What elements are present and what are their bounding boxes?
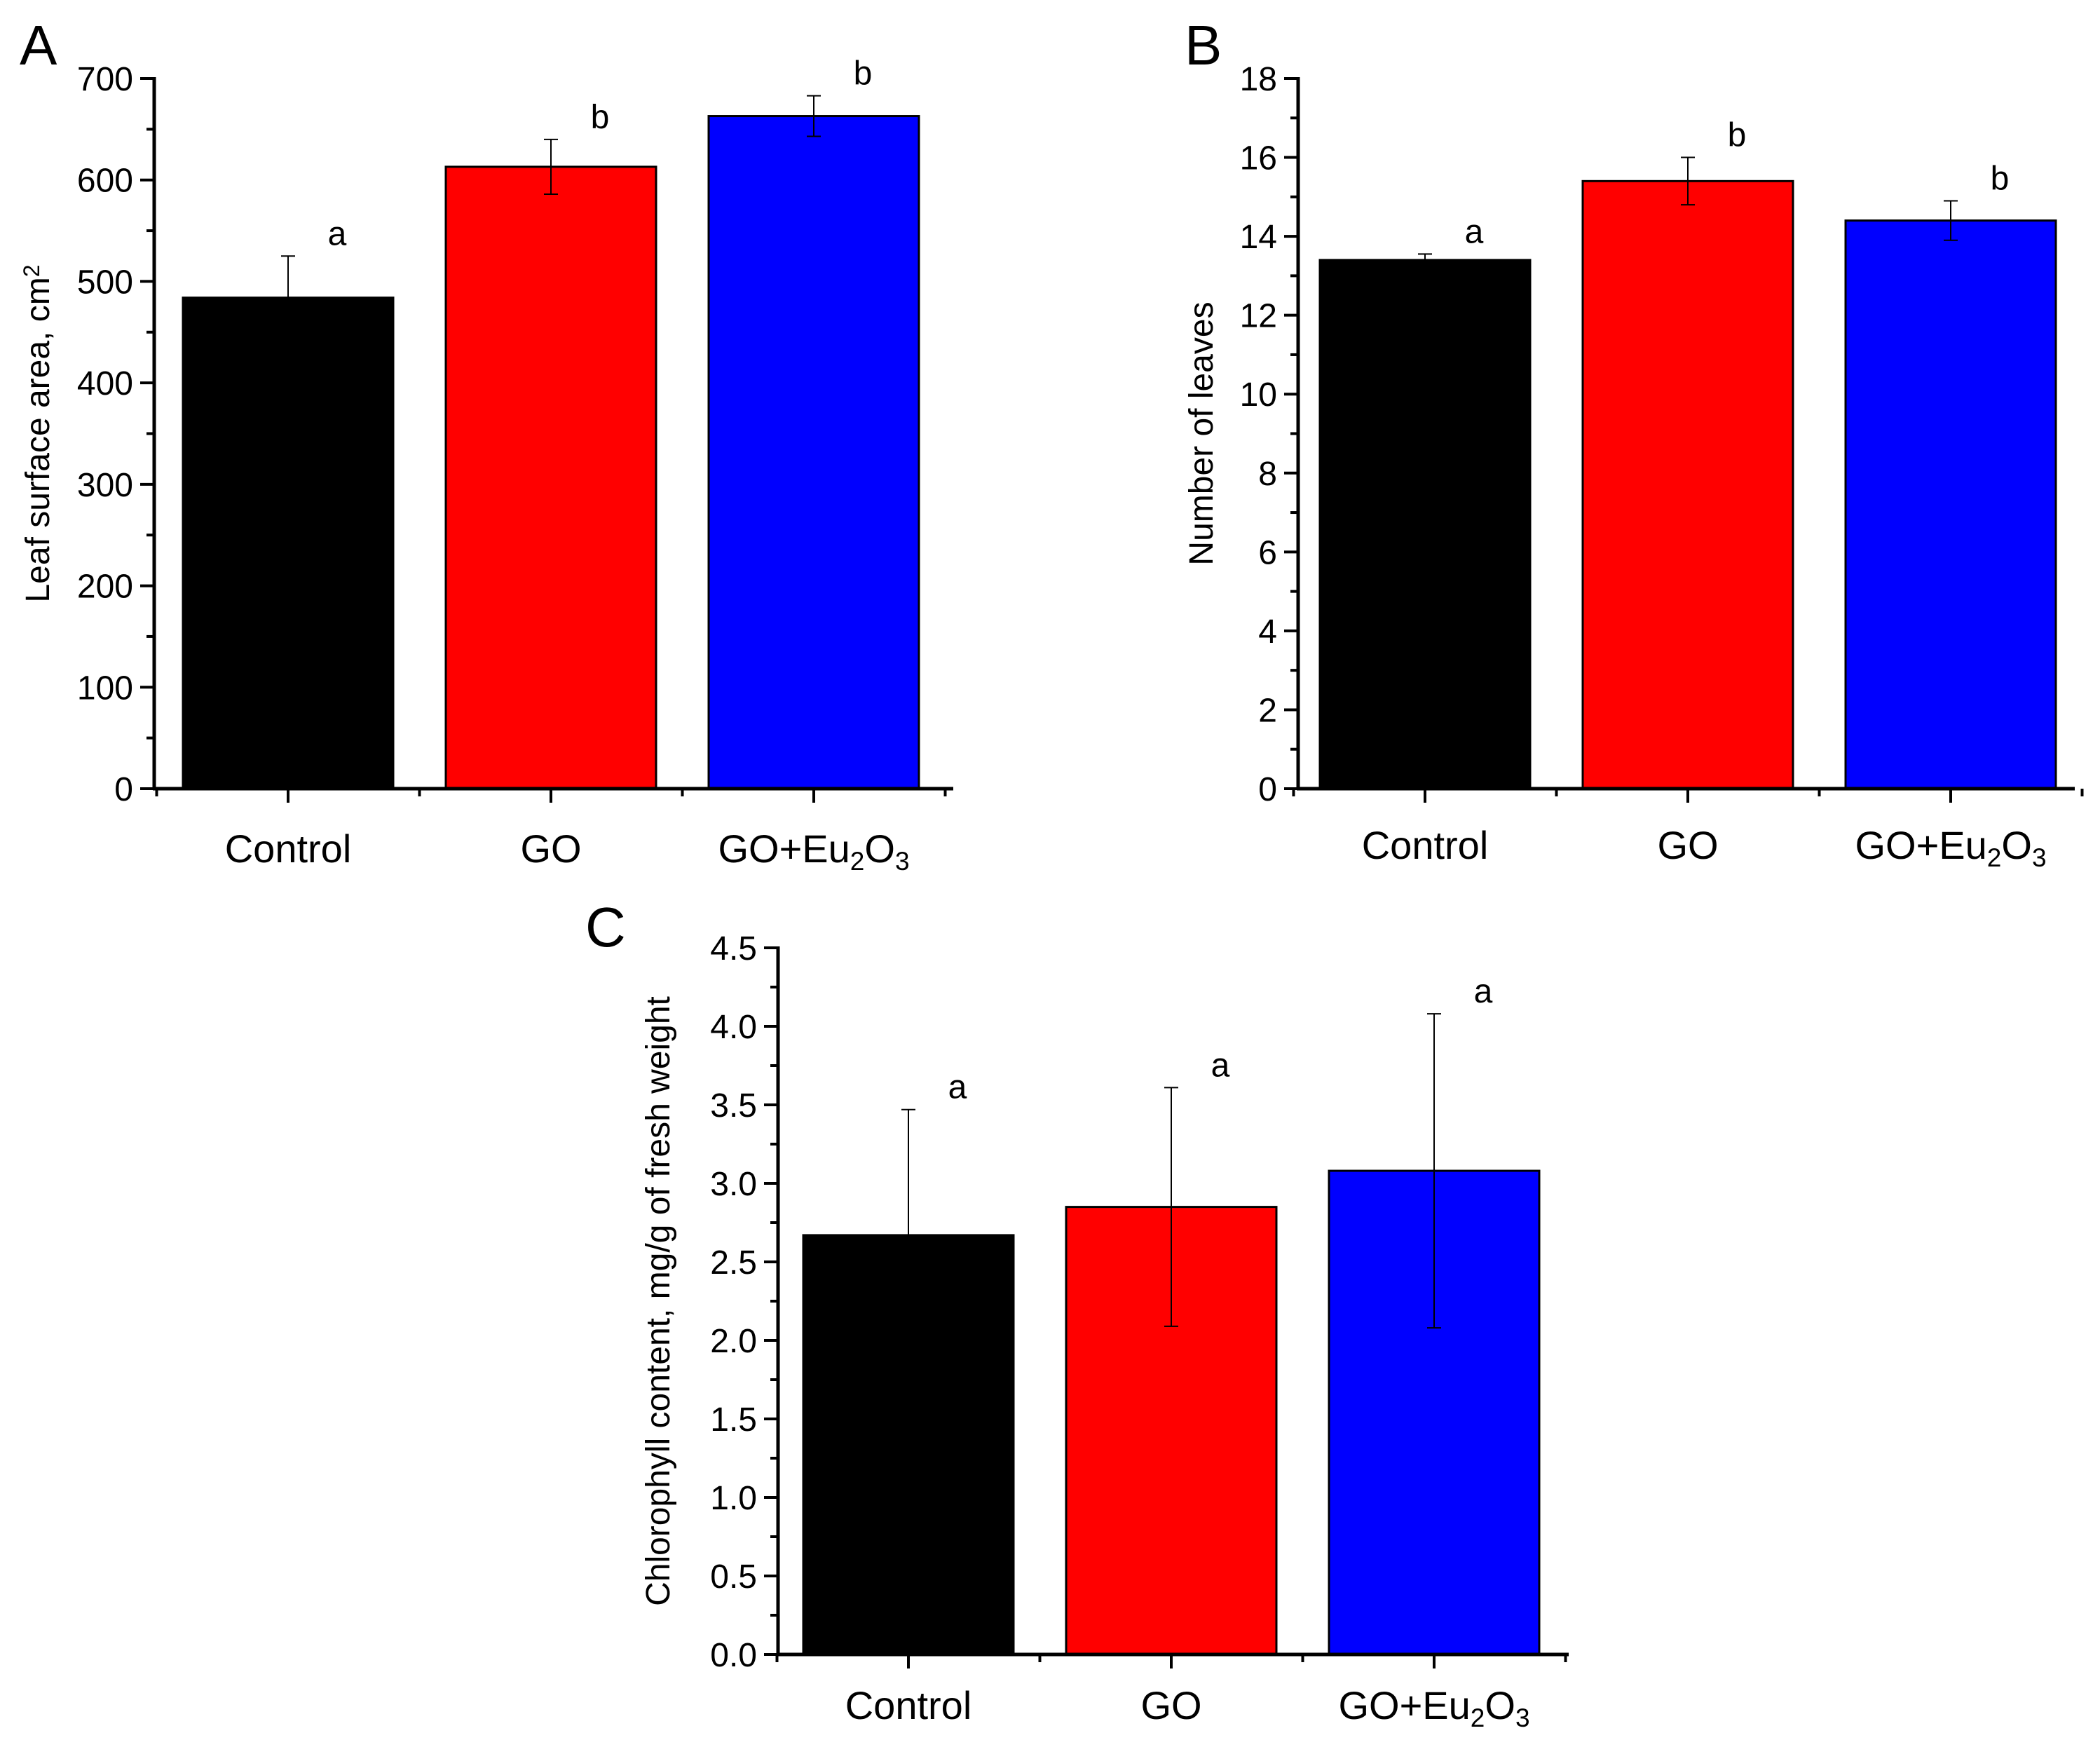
panel-b-chart: Ba b b 0 2 4 6 8 10 12 14 16 18 Control GO GO+Eu2O3 Numb… xyxy=(1183,14,2084,872)
panel-b-y-tick-label: 14 xyxy=(1240,219,1277,256)
panel-b-y-tick-label: 2 xyxy=(1258,692,1277,729)
panel-a-category-label-2: GO xyxy=(520,827,581,871)
panel-b-category-label-2: GO xyxy=(1657,823,1718,867)
panel-c-significance-label-3: a xyxy=(1474,973,1493,1010)
panel-b-y-tick-label: 10 xyxy=(1240,376,1277,414)
panel-a-letter: A xyxy=(20,14,57,76)
panel-b-category-label-3: GO+Eu2O3 xyxy=(1855,823,2046,872)
panel-c-category-label-1: Control xyxy=(845,1683,972,1727)
panel-b-y-tick-label: 12 xyxy=(1240,298,1277,335)
panel-c-y-tick-label: 0.0 xyxy=(710,1637,757,1674)
panel-c-category-label-2: GO xyxy=(1140,1683,1201,1727)
panel-a-significance-label-2: b xyxy=(591,99,610,136)
panel-c-significance-label-2: a xyxy=(1211,1047,1230,1084)
panel-a-bar-2 xyxy=(444,165,657,790)
panel-b-y-tick-label: 8 xyxy=(1258,456,1277,493)
panel-b-y-tick-label: 16 xyxy=(1240,140,1277,177)
panel-b-bar-1 xyxy=(1318,259,1532,790)
panel-c-y-tick-label: 3.5 xyxy=(710,1087,757,1124)
panel-c-y-tick-label: 4.5 xyxy=(710,930,757,967)
panel-c-y-tick-label: 2.0 xyxy=(710,1323,757,1360)
panel-b-significance-label-1: a xyxy=(1465,213,1484,250)
panel-a-y-tick-label: 300 xyxy=(77,467,133,504)
panel-c-y-tick-label: 4.0 xyxy=(710,1009,757,1046)
panel-a-y-tick-label: 500 xyxy=(77,264,133,301)
panel-a-y-tick-label: 0 xyxy=(114,771,133,808)
panel-c-chart: Ca a a 0.0 0.5 1.0 1.5 2.0 2.5 3.0 3.5 4.0 4.5 Contro… xyxy=(585,896,1569,1732)
panel-c-letter: C xyxy=(585,896,626,958)
panel-a-significance-label-3: b xyxy=(854,55,873,93)
panel-b-bar-3 xyxy=(1844,219,2057,790)
panel-c-category-label-3: GO+Eu2O3 xyxy=(1338,1683,1529,1732)
panel-a-category-label-1: Control xyxy=(225,827,352,871)
panel-a-bar-1 xyxy=(182,297,395,790)
panel-a-y-tick-label: 700 xyxy=(77,61,133,98)
panel-c-y-axis-title: Chlorophyll content, mg/g of fresh weigh… xyxy=(640,996,677,1606)
panel-a-y-tick-label: 200 xyxy=(77,569,133,606)
panel-c-y-tick-label: 3.0 xyxy=(710,1166,757,1203)
panel-b-significance-label-2: b xyxy=(1728,117,1747,154)
panel-a-y-tick-label: 100 xyxy=(77,670,133,707)
panel-a-bar-3 xyxy=(707,115,920,790)
panel-b-category-label-1: Control xyxy=(1362,823,1489,867)
panel-c-y-tick-label: 2.5 xyxy=(710,1244,757,1282)
panel-a-y-axis-title: Leaf surface area, cm2 xyxy=(19,264,57,602)
panel-c-significance-label-1: a xyxy=(948,1069,967,1106)
panel-c-y-tick-label: 0.5 xyxy=(710,1558,757,1596)
panel-b-significance-label-3: b xyxy=(1991,160,2010,197)
panel-a-significance-label-1: a xyxy=(328,215,347,252)
panel-b-y-tick-label: 6 xyxy=(1258,534,1277,571)
panel-a-chart: Aa b b 0 100 200 300 400 500 600 700 Control GO GO+Eu… xyxy=(19,14,953,876)
panel-b-y-tick-label: 4 xyxy=(1258,613,1277,651)
panel-b-y-axis-title: Number of leaves xyxy=(1183,301,1220,565)
panel-a-y-tick-label: 400 xyxy=(77,365,133,402)
panel-b-y-tick-label: 18 xyxy=(1240,61,1277,98)
panel-a-category-label-3: GO+Eu2O3 xyxy=(718,827,909,876)
panel-c-y-tick-label: 1.5 xyxy=(710,1401,757,1439)
panel-b-y-tick-label: 0 xyxy=(1258,771,1277,808)
panel-b-bar-2 xyxy=(1581,179,1794,790)
panel-c-y-tick-label: 1.0 xyxy=(710,1480,757,1517)
panel-a-y-tick-label: 600 xyxy=(77,163,133,200)
panel-b-letter: B xyxy=(1185,14,1222,76)
